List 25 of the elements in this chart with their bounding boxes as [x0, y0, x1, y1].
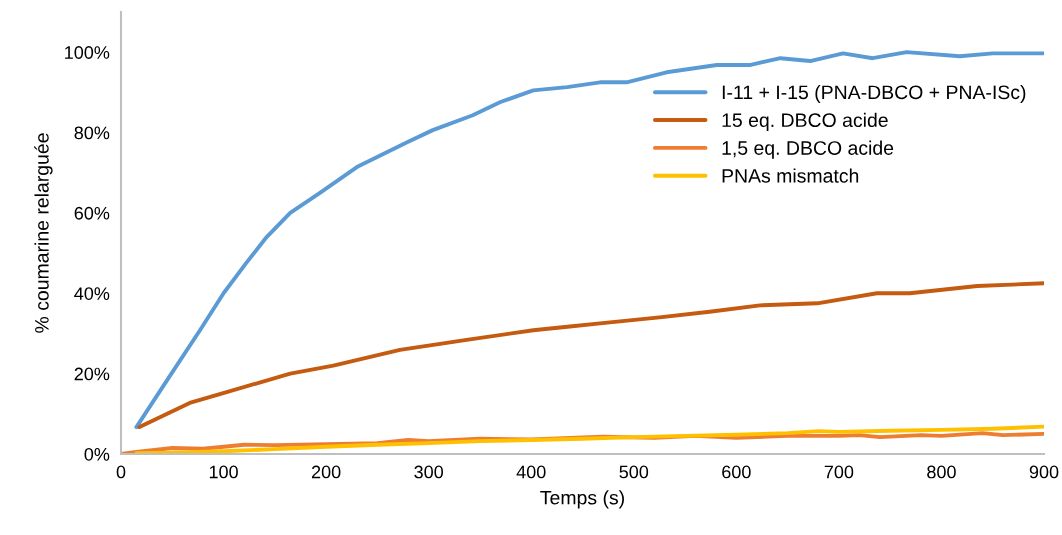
x-tick-label: 100	[209, 465, 238, 479]
x-tick-label: 200	[311, 465, 341, 479]
line-series	[134, 424, 1044, 454]
x-tick-label: 900	[1029, 465, 1059, 479]
y-axis-title: % coumarine relarguée	[34, 133, 53, 333]
y-tick-label: 80%	[74, 126, 110, 140]
x-tick-label: 0	[116, 465, 126, 479]
x-tick-label: 500	[619, 465, 649, 479]
x-tick-label: 300	[414, 465, 444, 479]
legend-label: 15 eq. DBCO acide	[722, 112, 888, 131]
x-tick-label: 600	[722, 465, 751, 479]
x-tick-label: 700	[824, 465, 854, 479]
y-tick-label: 100%	[65, 46, 110, 59]
legend-label: 1,5 eq. DBCO acide	[722, 140, 894, 159]
legend-label: PNAs mismatch	[722, 168, 859, 183]
y-tick-label: 60%	[74, 206, 110, 220]
y-tick-label: 20%	[74, 367, 110, 381]
legend-label: I-11 + I-15 (PNA-DBCO + PNA-ISc)	[722, 84, 1026, 104]
x-axis-title: Temps (s)	[540, 490, 624, 509]
x-tick-label: 800	[927, 465, 956, 479]
y-tick-label: 0%	[84, 447, 110, 461]
line-series	[137, 281, 1044, 430]
x-tick-label: 400	[516, 465, 546, 479]
y-tick-label: 40%	[74, 287, 110, 300]
line-series	[134, 50, 1044, 430]
